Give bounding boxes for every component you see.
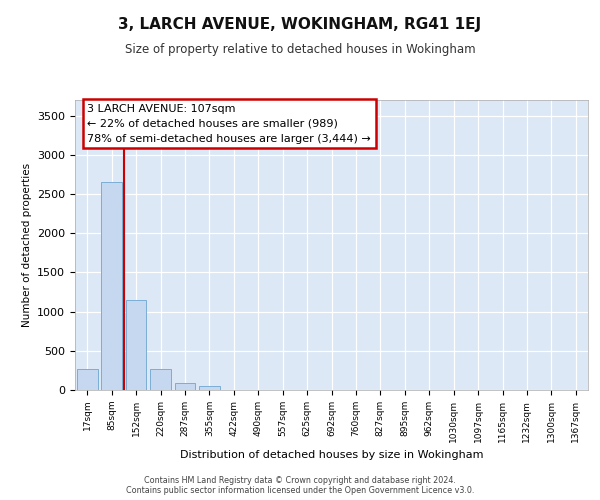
Bar [199,386,220,390]
Bar [150,369,171,390]
Y-axis label: Number of detached properties: Number of detached properties [22,163,32,327]
Bar [77,369,98,390]
Bar [101,182,122,390]
Text: Size of property relative to detached houses in Wokingham: Size of property relative to detached ho… [125,42,475,56]
Bar [125,300,146,390]
X-axis label: Distribution of detached houses by size in Wokingham: Distribution of detached houses by size … [180,450,483,460]
Text: 3 LARCH AVENUE: 107sqm
← 22% of detached houses are smaller (989)
78% of semi-de: 3 LARCH AVENUE: 107sqm ← 22% of detached… [88,104,371,144]
Text: Contains HM Land Registry data © Crown copyright and database right 2024.
Contai: Contains HM Land Registry data © Crown c… [126,476,474,495]
Text: 3, LARCH AVENUE, WOKINGHAM, RG41 1EJ: 3, LARCH AVENUE, WOKINGHAM, RG41 1EJ [118,18,482,32]
Bar [175,383,196,390]
